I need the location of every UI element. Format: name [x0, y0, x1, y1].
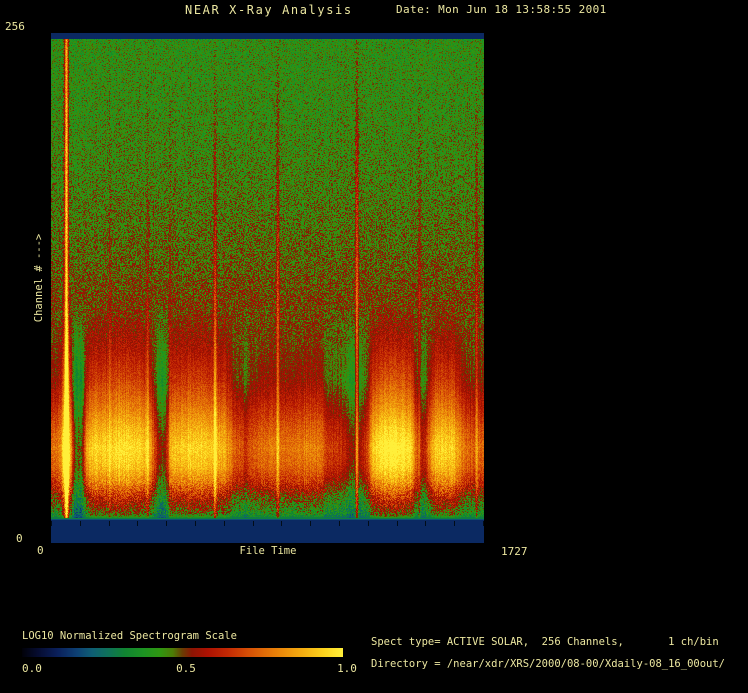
- spect-type-line: Spect type= ACTIVE SOLAR, 256 Channels, …: [371, 636, 719, 648]
- y-axis-min-label: 0: [16, 532, 23, 545]
- directory-line: Directory = /near/xdr/XRS/2000/08-00/Xda…: [371, 658, 726, 670]
- page-title: NEAR X-Ray Analysis: [185, 3, 353, 17]
- y-axis-max-label: 256: [5, 20, 25, 33]
- y-axis-title: Channel # --->: [32, 233, 45, 323]
- colorbar-max-label: 1.0: [337, 662, 357, 675]
- spectrogram-canvas: [51, 33, 484, 543]
- x-axis-min-label: 0: [37, 544, 44, 557]
- colorbar-mid-label: 0.5: [176, 662, 196, 675]
- date-label: Date: Mon Jun 18 13:58:55 2001: [396, 3, 607, 16]
- x-axis-title: File Time: [239, 545, 297, 557]
- colorbar-gradient: [22, 648, 343, 657]
- colorbar-min-label: 0.0: [22, 662, 42, 675]
- colorbar-title: LOG10 Normalized Spectrogram Scale: [22, 630, 237, 642]
- x-axis-max-label: 1727: [501, 545, 528, 558]
